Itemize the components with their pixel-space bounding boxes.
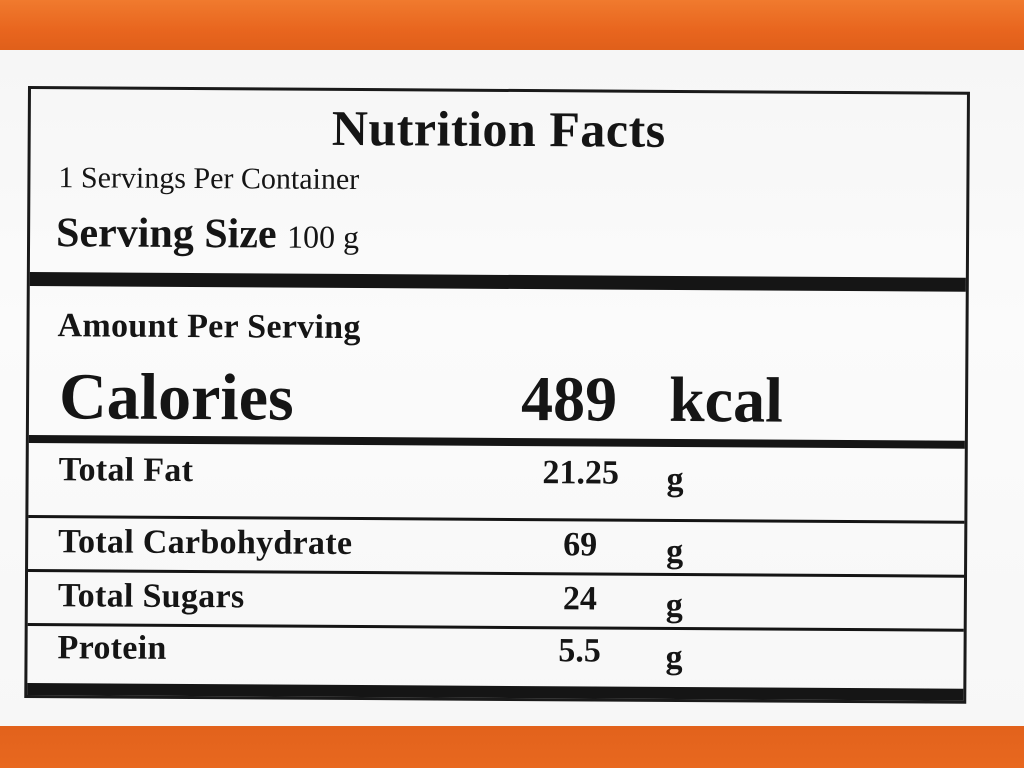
nutrient-unit-protein: g: [665, 638, 683, 677]
calories-unit: kcal: [668, 363, 784, 436]
nutrient-value-total-carbohydrate: 69: [563, 526, 598, 564]
nutrient-name-total-sugars: Total Sugars: [57, 577, 245, 616]
thick-divider: [29, 272, 966, 292]
serving-size-value: 100 g: [286, 218, 360, 256]
nutrient-value-total-fat: 21.25: [542, 454, 620, 492]
row-divider: [28, 515, 965, 524]
label-title: Nutrition Facts: [331, 99, 666, 158]
row-divider: [27, 623, 964, 632]
amount-per-serving: Amount Per Serving: [57, 307, 361, 347]
serving-size-label: Serving Size: [55, 210, 277, 258]
nutrient-name-protein: Protein: [57, 629, 167, 667]
nutrient-unit-total-fat: g: [666, 460, 684, 499]
nutrient-value-total-sugars: 24: [562, 580, 597, 618]
nutrient-value-protein: 5.5: [558, 632, 601, 670]
nutrition-facts-panel: Nutrition Facts 1 Servings Per Container…: [24, 86, 970, 704]
calories-value: 489: [520, 363, 618, 435]
package-orange-top: [0, 0, 1024, 52]
nutrient-name-total-fat: Total Fat: [58, 451, 194, 490]
nutrient-unit-total-carbohydrate: g: [666, 532, 684, 571]
calories-label: Calories: [58, 360, 294, 435]
nutrient-unit-total-sugars: g: [665, 586, 683, 625]
bottom-divider: [27, 683, 964, 701]
row-divider: [28, 569, 965, 578]
nutrient-name-total-carbohydrate: Total Carbohydrate: [58, 523, 353, 562]
package-orange-bottom: [0, 726, 1024, 768]
label-background: [0, 50, 1024, 728]
servings-per-container: 1 Servings Per Container: [58, 161, 360, 197]
serving-size: Serving Size 100 g: [56, 209, 359, 259]
medium-divider: [28, 435, 965, 449]
